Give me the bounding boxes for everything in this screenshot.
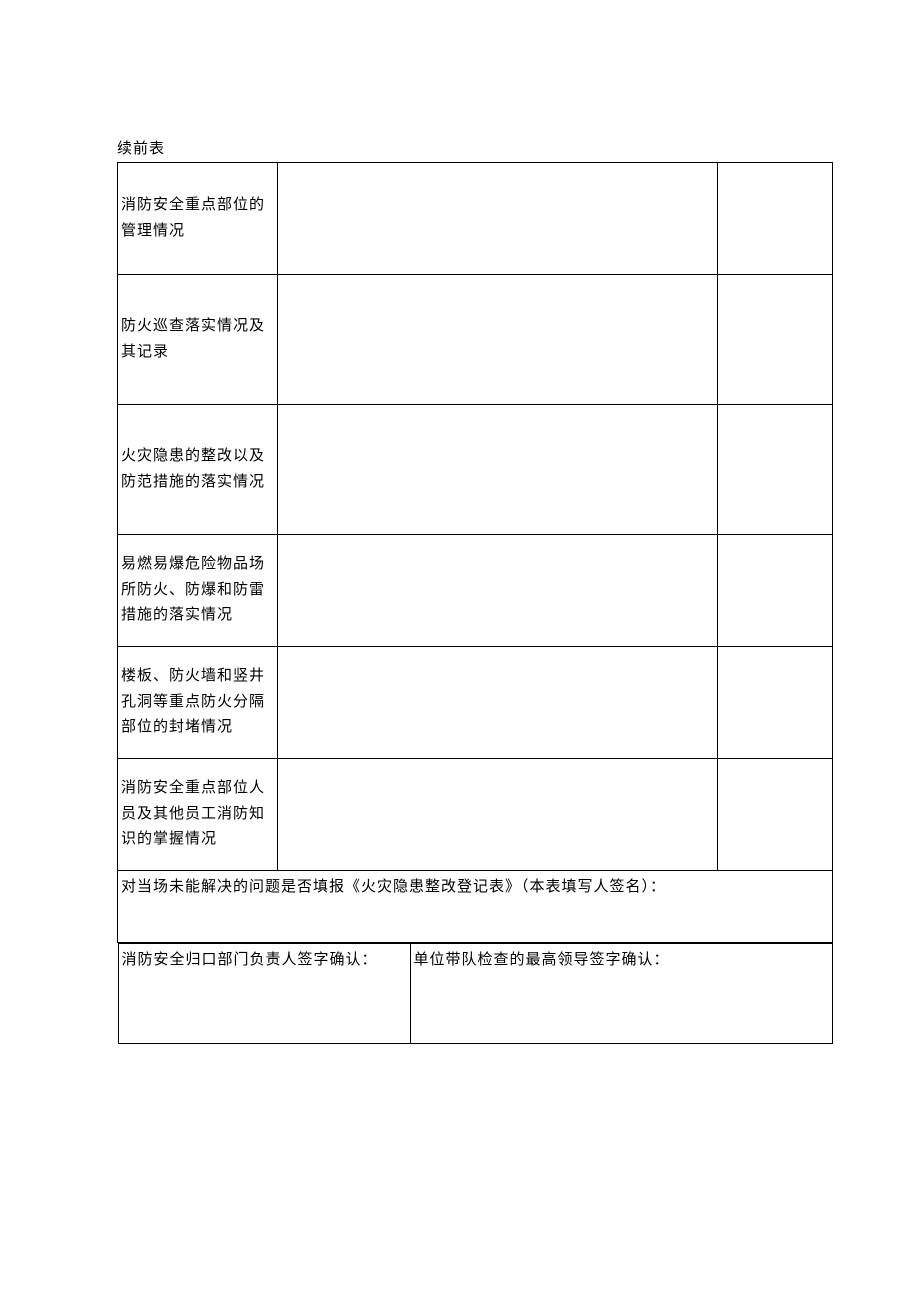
row-label: 易燃易爆危险物品场所防火、防爆和防雷措施的落实情况 bbox=[118, 535, 278, 647]
signature-left-cell: 消防安全归口部门负责人签字确认： bbox=[118, 944, 410, 1044]
table-row: 楼板、防火墙和竖井孔洞等重点防火分隔部位的封堵情况 bbox=[118, 647, 833, 759]
table-row: 火灾隐患的整改以及防范措施的落实情况 bbox=[118, 405, 833, 535]
row-content bbox=[278, 405, 718, 535]
row-remark bbox=[718, 535, 833, 647]
row-remark bbox=[718, 647, 833, 759]
row-label: 楼板、防火墙和竖井孔洞等重点防火分隔部位的封堵情况 bbox=[118, 647, 278, 759]
row-remark bbox=[718, 275, 833, 405]
question-cell: 对当场未能解决的问题是否填报《火灾隐患整改登记表》（本表填写人签名）： bbox=[118, 871, 833, 943]
row-remark bbox=[718, 759, 833, 871]
table-row: 消防安全重点部位的管理情况 bbox=[118, 163, 833, 275]
table-row: 易燃易爆危险物品场所防火、防爆和防雷措施的落实情况 bbox=[118, 535, 833, 647]
form-table: 消防安全重点部位的管理情况 防火巡查落实情况及其记录 火灾隐患的整改以及防范措施… bbox=[117, 162, 833, 1044]
row-content bbox=[278, 647, 718, 759]
continuation-label: 续前表 bbox=[117, 137, 833, 158]
row-label: 消防安全重点部位人员及其他员工消防知识的掌握情况 bbox=[118, 759, 278, 871]
row-label: 火灾隐患的整改以及防范措施的落实情况 bbox=[118, 405, 278, 535]
row-remark bbox=[718, 405, 833, 535]
row-content bbox=[278, 759, 718, 871]
row-label: 消防安全重点部位的管理情况 bbox=[118, 163, 278, 275]
signature-container: 消防安全归口部门负责人签字确认：单位带队检查的最高领导签字确认： bbox=[118, 943, 833, 1045]
table-row: 防火巡查落实情况及其记录 bbox=[118, 275, 833, 405]
row-content bbox=[278, 163, 718, 275]
row-label: 防火巡查落实情况及其记录 bbox=[118, 275, 278, 405]
signature-row: 消防安全归口部门负责人签字确认：单位带队检查的最高领导签字确认： bbox=[118, 943, 833, 1045]
row-content bbox=[278, 275, 718, 405]
page-container: 续前表 消防安全重点部位的管理情况 防火巡查落实情况及其记录 火灾隐患的整改以及… bbox=[117, 137, 833, 1043]
row-content bbox=[278, 535, 718, 647]
signature-right-cell: 单位带队检查的最高领导签字确认： bbox=[410, 944, 832, 1044]
row-remark bbox=[718, 163, 833, 275]
question-row: 对当场未能解决的问题是否填报《火灾隐患整改登记表》（本表填写人签名）： bbox=[118, 871, 833, 943]
table-row: 消防安全重点部位人员及其他员工消防知识的掌握情况 bbox=[118, 759, 833, 871]
